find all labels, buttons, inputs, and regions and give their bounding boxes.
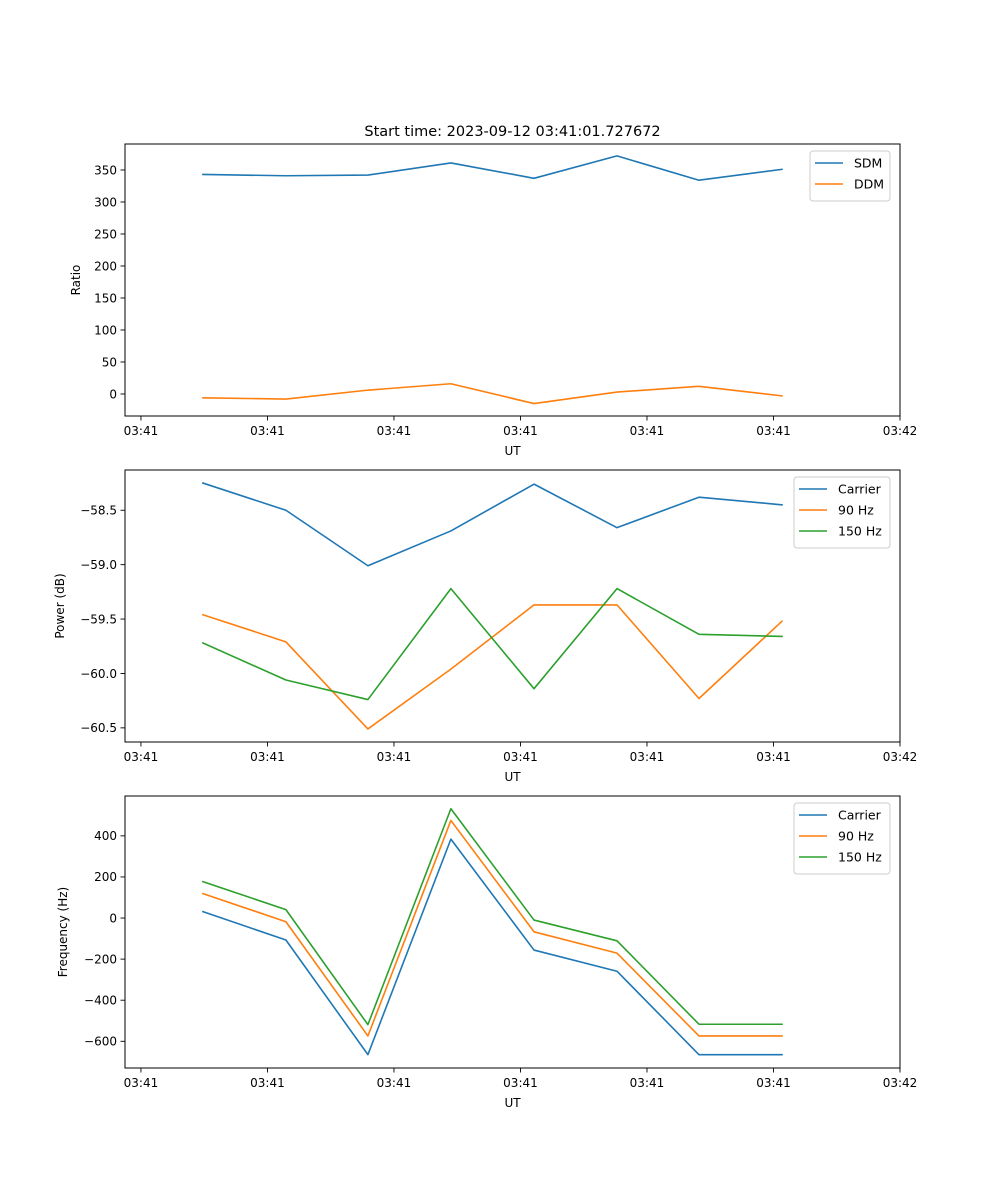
x-tick-label: 03:41 — [503, 750, 538, 764]
subplot-2: 03:41 03:41 03:41 03:41 03:41 03:41 03:42 UT −60… — [53, 469, 918, 784]
x-tick-label: 03:41 — [250, 1076, 285, 1090]
x-tick-label: 03:41 — [377, 1076, 412, 1090]
axes-frame — [124, 469, 901, 743]
axes-frame — [124, 143, 901, 417]
y-tick-label: 350 — [94, 163, 117, 177]
y-tick-label: 250 — [94, 227, 117, 241]
x-tick-label: 03:41 — [377, 750, 412, 764]
x-tick-label: 03:41 — [250, 424, 285, 438]
y-tick-label: −59.0 — [80, 558, 117, 572]
y-tick-label: −400 — [84, 994, 117, 1008]
chart-title: Start time: 2023-09-12 03:41:01.727672 — [364, 124, 660, 140]
series-line-150-hz — [201, 807, 783, 1026]
y-tick-label: 200 — [94, 870, 117, 884]
x-tick-label: 03:42 — [883, 424, 918, 438]
legend: Carrier 90 Hz 150 Hz — [793, 802, 891, 875]
y-tick-label: 50 — [102, 355, 117, 369]
subplots: 03:41 03:41 03:41 03:41 03:41 03:41 03:42 UT 0 50… — [53, 143, 918, 1110]
y-axis-label: Ratio — [69, 265, 83, 296]
series-group — [202, 155, 783, 405]
y-tick-label: −60.0 — [80, 667, 117, 681]
legend: Carrier 90 Hz 150 Hz — [793, 476, 891, 549]
y-tick-label: −58.5 — [80, 504, 117, 518]
y-tick-label: −200 — [84, 952, 117, 966]
y-tick-label: 150 — [94, 291, 117, 305]
series-line-90-hz — [201, 604, 784, 730]
y-tick-label: −60.5 — [80, 721, 117, 735]
x-tick-label: 03:41 — [124, 424, 159, 438]
x-tick-label: 03:41 — [756, 1076, 791, 1090]
x-tick-label: 03:41 — [756, 750, 791, 764]
series-line-carrier — [201, 482, 783, 567]
x-tick-label: 03:41 — [630, 1076, 665, 1090]
series-group — [201, 482, 784, 730]
x-tick-label: 03:41 — [503, 424, 538, 438]
y-tick-label: 0 — [109, 911, 117, 925]
legend-label: 150 Hz — [838, 524, 882, 539]
x-tick-label: 03:41 — [124, 1076, 159, 1090]
y-tick-label: 200 — [94, 259, 117, 273]
legend-label: 90 Hz — [838, 503, 874, 518]
x-tick-label: 03:41 — [630, 424, 665, 438]
legend-label: 90 Hz — [838, 829, 874, 844]
y-axis-label: Power (dB) — [53, 573, 67, 638]
axes-frame — [124, 795, 901, 1069]
x-axis-label: UT — [504, 1096, 521, 1110]
series-line-sdm — [202, 155, 783, 182]
legend-label: DDM — [854, 177, 884, 192]
x-tick-label: 03:41 — [377, 424, 412, 438]
x-axis-label: UT — [504, 770, 521, 784]
y-tick-label: 100 — [94, 323, 117, 337]
subplot-3: 03:41 03:41 03:41 03:41 03:41 03:41 03:42 UT −60… — [56, 795, 918, 1110]
y-tick-label: −600 — [84, 1035, 117, 1049]
y-tick-label: −59.5 — [80, 612, 117, 626]
x-tick-label: 03:41 — [756, 424, 791, 438]
series-line-150-hz — [201, 587, 783, 701]
legend-label: Carrier — [838, 482, 882, 497]
x-tick-label: 03:42 — [883, 750, 918, 764]
legend-label: SDM — [854, 156, 882, 171]
series-line-90-hz — [201, 819, 783, 1037]
legend-label: 150 Hz — [838, 850, 882, 865]
subplot-1: 03:41 03:41 03:41 03:41 03:41 03:41 03:42 UT 0 50… — [69, 143, 918, 458]
series-line-carrier — [201, 838, 783, 1056]
series-group — [201, 807, 783, 1056]
legend: SDM DDM — [809, 150, 891, 202]
y-tick-label: 400 — [94, 829, 117, 843]
series-line-ddm — [202, 382, 783, 405]
x-tick-label: 03:42 — [883, 1076, 918, 1090]
x-tick-label: 03:41 — [250, 750, 285, 764]
x-tick-label: 03:41 — [124, 750, 159, 764]
x-axis-label: UT — [504, 444, 521, 458]
y-axis-label: Frequency (Hz) — [56, 887, 70, 978]
x-tick-label: 03:41 — [630, 750, 665, 764]
legend-label: Carrier — [838, 808, 882, 823]
y-tick-label: 300 — [94, 195, 117, 209]
y-tick-label: 0 — [109, 387, 117, 401]
x-tick-label: 03:41 — [503, 1076, 538, 1090]
